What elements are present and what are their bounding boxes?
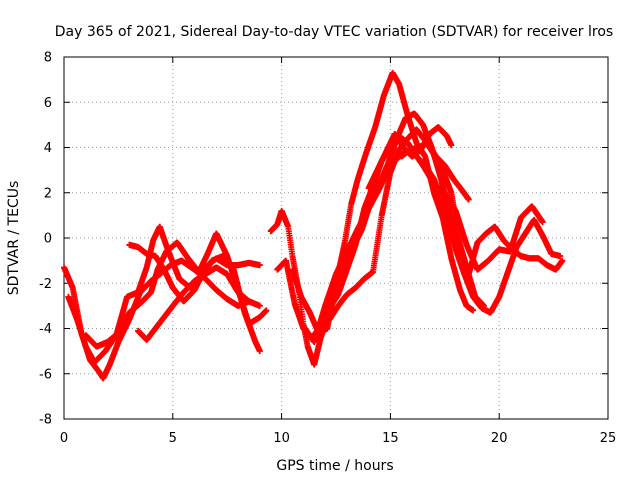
- y-tick-label: -2: [39, 277, 52, 292]
- x-tick-label: 5: [169, 431, 177, 446]
- x-tick-label: 15: [382, 431, 399, 446]
- data-points: [61, 69, 566, 382]
- y-tick-label: 6: [44, 96, 52, 111]
- series-track-2: [65, 223, 263, 366]
- axis-tick-labels: 0 5 10 15 20 25 -8 -6 -4 -2 0 2 4 6 8: [39, 51, 616, 447]
- x-tick-label: 0: [60, 431, 68, 446]
- x-tick-label: 20: [491, 431, 508, 446]
- x-tick-label: 25: [600, 431, 617, 446]
- y-tick-label: -6: [39, 367, 52, 382]
- y-tick-label: 4: [44, 141, 52, 156]
- y-tick-label: 8: [44, 51, 52, 66]
- axis-ticks: [63, 56, 609, 420]
- x-tick-label: 10: [273, 431, 290, 446]
- y-tick-label: -4: [39, 322, 52, 337]
- y-tick-label: 0: [44, 232, 52, 247]
- y-tick-label: 2: [44, 186, 52, 201]
- y-tick-label: -8: [39, 413, 52, 428]
